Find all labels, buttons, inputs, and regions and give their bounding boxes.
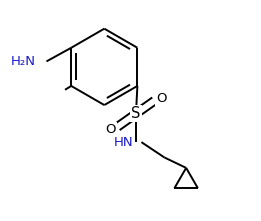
Text: O: O: [156, 92, 166, 105]
Text: HN: HN: [114, 136, 134, 149]
Text: S: S: [131, 106, 141, 121]
Text: H₂N: H₂N: [11, 55, 35, 68]
Text: O: O: [106, 123, 116, 135]
